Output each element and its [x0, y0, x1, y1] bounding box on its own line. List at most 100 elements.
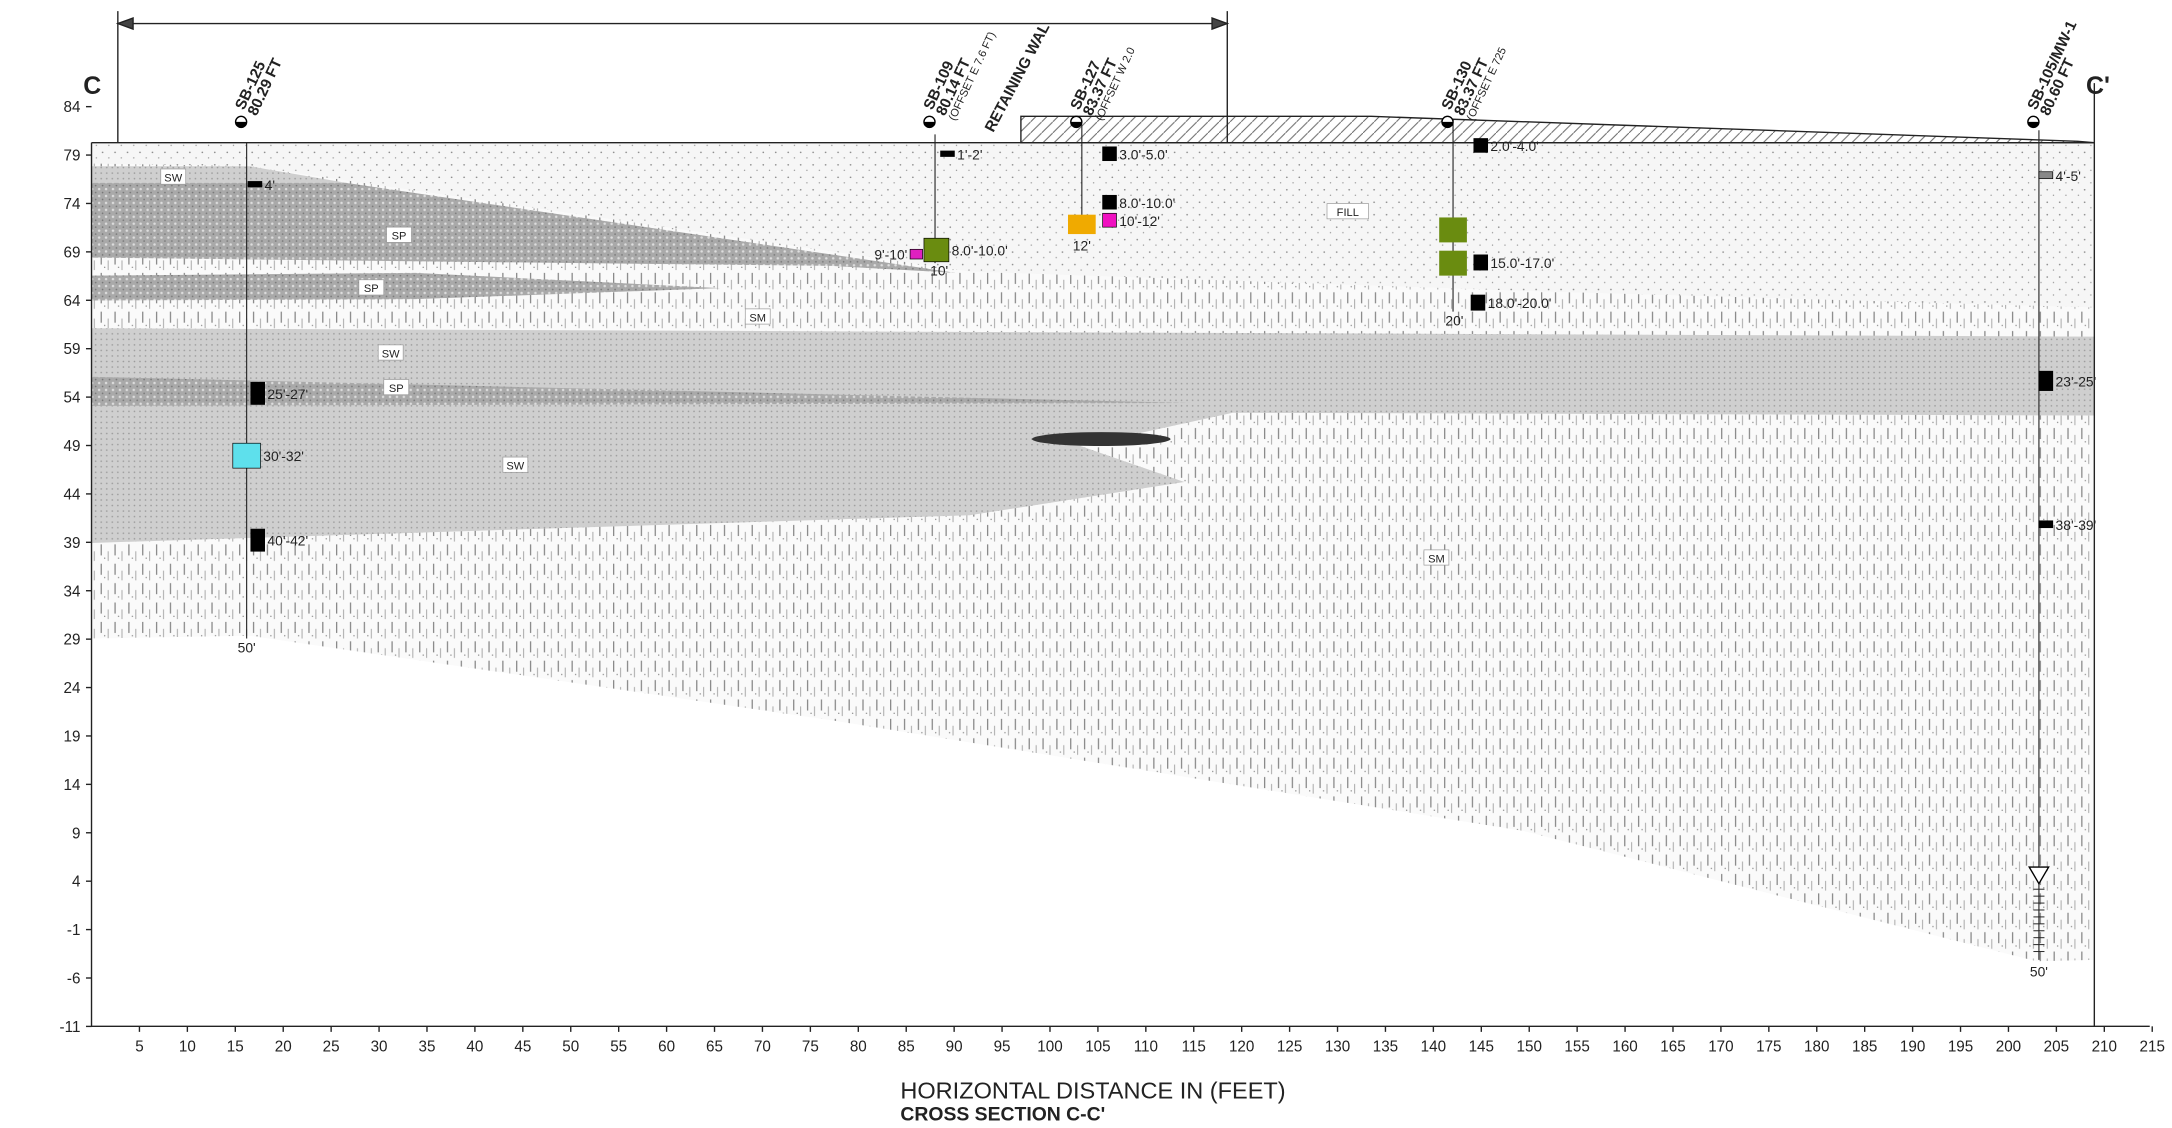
x-tick-label: 105	[1085, 1038, 1110, 1055]
sample-label: 15.0'-17.0'	[1490, 255, 1554, 271]
x-tick-label: 210	[2092, 1038, 2117, 1055]
y-tick-label: 14	[64, 777, 81, 794]
y-tick-label: -1	[67, 922, 81, 939]
soil-label: SP	[364, 283, 379, 295]
x-tick-label: 165	[1660, 1038, 1685, 1055]
soil-label: SP	[392, 231, 407, 243]
sample-label: 8.0'-10.0'	[952, 243, 1008, 259]
sample	[2039, 521, 2053, 528]
x-tick-label: 80	[850, 1038, 867, 1055]
retaining-wall	[1021, 116, 2094, 142]
y-tick-label: 69	[64, 244, 81, 261]
sample	[1439, 251, 1467, 276]
sample	[2039, 172, 2053, 179]
x-tick-label: 205	[2044, 1038, 2069, 1055]
x-tick-label: 200	[1996, 1038, 2021, 1055]
sample	[2039, 371, 2053, 390]
sample-label: 40'-42'	[267, 533, 308, 549]
soil-label: SM	[749, 312, 766, 324]
x-tick-label: 10	[179, 1038, 196, 1055]
sample-label: 10'-12'	[1119, 213, 1160, 229]
sample-label: 38'-39'	[2056, 517, 2097, 533]
sample-label: 2.0'-4.0'	[1490, 138, 1538, 154]
y-tick-label: 54	[64, 390, 81, 407]
x-tick-label: 150	[1517, 1038, 1542, 1055]
x-tick-label: 90	[946, 1038, 963, 1055]
x-tick-label: 40	[466, 1038, 483, 1055]
sample-label: 25'-27'	[267, 386, 308, 402]
y-tick-label: 29	[64, 632, 81, 649]
arrow-right	[1212, 18, 1227, 29]
arrow-left	[118, 18, 133, 29]
dark-lens	[1032, 432, 1171, 446]
x-tick-label: 170	[1708, 1038, 1733, 1055]
cross-section: C C' RETAINING WAL HORIZONTAL DISTANCE I…	[0, 0, 2172, 1128]
y-tick-label: 74	[64, 196, 81, 213]
x-tick-label: 190	[1900, 1038, 1925, 1055]
soil-label: SW	[382, 348, 400, 360]
x-tick-label: 130	[1325, 1038, 1350, 1055]
y-tick-label: 79	[64, 148, 81, 165]
x-tick-label: 45	[514, 1038, 531, 1055]
x-tick-label: 125	[1277, 1038, 1302, 1055]
x-tick-label: 20	[275, 1038, 292, 1055]
sample	[1103, 195, 1117, 209]
sample-label: 23'-25'	[2056, 373, 2097, 389]
sample-label: 4'	[265, 177, 275, 193]
soil-label: SW	[164, 172, 182, 184]
boring-label: SB-105/MW-180.60 FT	[2024, 18, 2093, 119]
sample	[1474, 139, 1488, 153]
boring-depth: 10'	[930, 263, 948, 279]
boring-depth: 20'	[1445, 312, 1463, 328]
soil-label: SM	[1428, 553, 1445, 565]
boring-label: SB-12580.29 FT	[232, 49, 286, 118]
boring-depth: 50'	[2030, 963, 2048, 979]
soil-label: SP	[389, 383, 404, 395]
x-tick-label: 155	[1564, 1038, 1589, 1055]
left-marker: C	[83, 72, 101, 100]
y-tick-label: 4	[72, 874, 81, 891]
sample	[248, 181, 262, 187]
y-tick-label: -11	[60, 1019, 81, 1036]
x-tick-label: 85	[898, 1038, 915, 1055]
page: {"header": {"left_marker": "C", "right_m…	[0, 0, 2172, 1128]
x-tick-label: 195	[1948, 1038, 1973, 1055]
y-tick-label: 9	[72, 825, 80, 842]
soil-label: FILL	[1337, 207, 1359, 219]
x-tick-label: 55	[610, 1038, 627, 1055]
y-tick-label: 24	[64, 680, 81, 697]
y-tick-label: 39	[64, 535, 81, 552]
sample-label: 30'-32'	[263, 448, 304, 464]
x-tick-label: 50	[562, 1038, 579, 1055]
x-tick-label: 215	[2140, 1038, 2165, 1055]
boring-depth: 12'	[1073, 238, 1091, 254]
x-tick-label: 70	[754, 1038, 771, 1055]
x-tick-label: 120	[1229, 1038, 1254, 1055]
sample-label: 18.0'-20.0'	[1488, 295, 1552, 311]
x-tick-label: 25	[323, 1038, 340, 1055]
y-tick-label: 34	[64, 583, 81, 600]
soil-label: SW	[506, 461, 524, 473]
sample-label: 4'-5'	[2056, 168, 2081, 184]
x-tick-label: 175	[1756, 1038, 1781, 1055]
sample-label: 8.0'-10.0'	[1119, 195, 1175, 211]
sample	[910, 249, 922, 259]
x-tick-label: 60	[658, 1038, 675, 1055]
sample-label: 9'-10'	[874, 247, 907, 263]
sample	[1068, 215, 1096, 234]
sample	[1439, 217, 1467, 242]
x-tick-label: 145	[1469, 1038, 1494, 1055]
y-tick-label: 64	[64, 293, 81, 310]
right-marker: C'	[2086, 72, 2110, 100]
y-tick-label: 44	[64, 486, 81, 503]
y-tick-label: 19	[64, 728, 81, 745]
x-tick-label: 110	[1134, 1038, 1158, 1055]
x-tick-label: 65	[706, 1038, 723, 1055]
y-tick-label: 84	[64, 99, 81, 116]
sample	[1103, 147, 1117, 161]
x-tick-label: 75	[802, 1038, 819, 1055]
sample	[251, 382, 265, 404]
sample	[1103, 213, 1117, 227]
